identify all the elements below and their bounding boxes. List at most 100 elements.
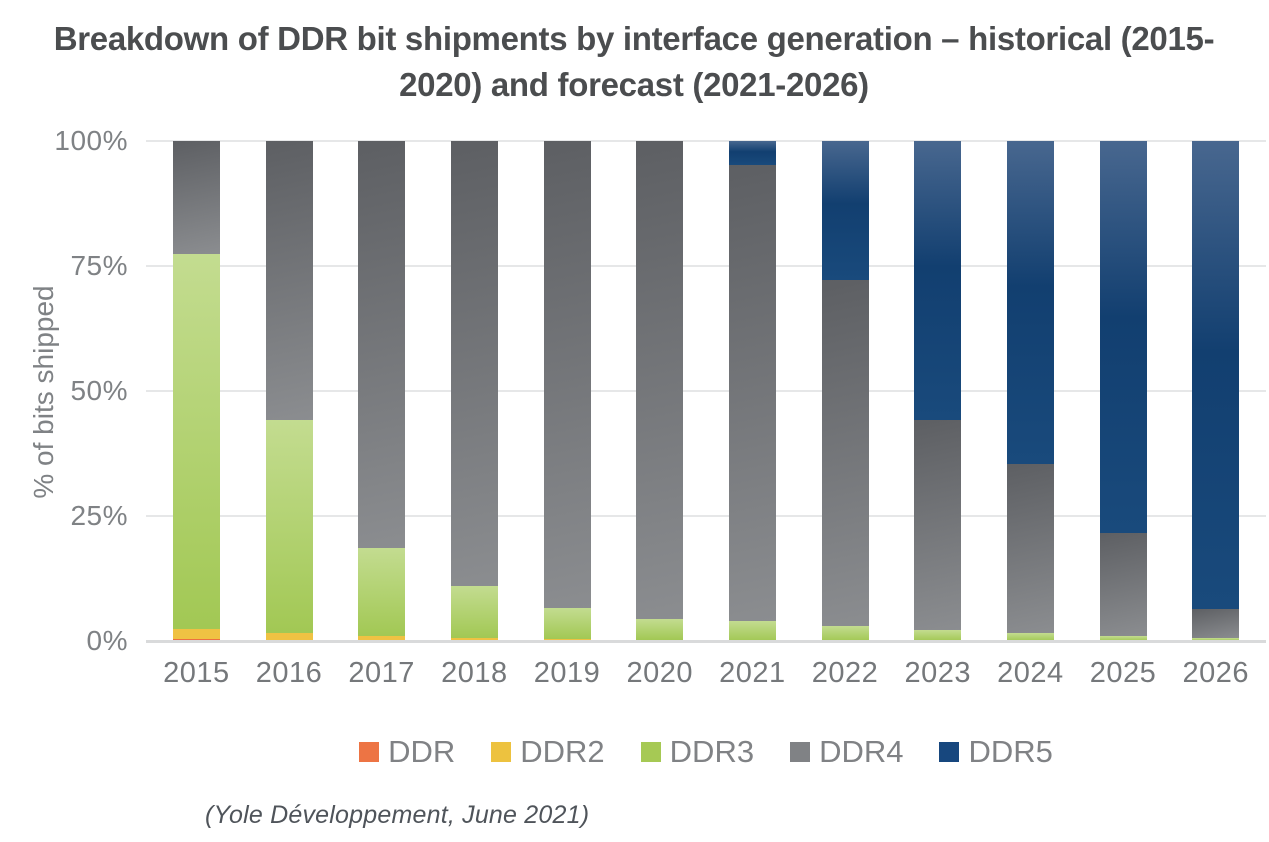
gridline [146, 515, 1266, 517]
stacked-bar-2024 [1006, 141, 1054, 641]
plot-area [146, 140, 1266, 643]
segment-ddr2-2015 [172, 628, 220, 639]
x-axis-line [146, 640, 1266, 643]
x-tick-label-2023: 2023 [904, 657, 971, 689]
segment-ddr3-2015 [172, 253, 220, 629]
segment-ddr4-2026 [1192, 608, 1240, 638]
x-tick-label-2026: 2026 [1182, 657, 1249, 689]
stacked-bar-2015 [172, 141, 220, 641]
x-tick-label-2016: 2016 [255, 657, 323, 689]
legend-label-ddr2: DDR2 [520, 734, 605, 769]
y-tick-label: 75% [70, 250, 128, 281]
x-axis-labels: 2015 2016 2017 2018 2019 2020 2021 2022 2023 2024… [150, 657, 1262, 690]
segment-ddr4-2016 [265, 141, 313, 420]
legend-label-ddr5: DDR5 [968, 734, 1053, 769]
segment-ddr4-2024 [1006, 464, 1054, 633]
legend-swatch-ddr5-icon [939, 742, 960, 762]
segment-ddr3-2024 [1006, 633, 1054, 641]
stacked-bar-2021 [728, 141, 776, 641]
gridline [146, 140, 1266, 142]
segment-ddr3-2021 [728, 621, 776, 641]
segment-ddr5-2024 [1006, 141, 1054, 464]
x-tick-label-2022: 2022 [811, 657, 879, 689]
stacked-bar-2026 [1192, 141, 1240, 641]
x-tick-label-2017: 2017 [348, 657, 415, 689]
segment-ddr4-2023 [914, 419, 962, 630]
legend-label-ddr4: DDR4 [819, 734, 904, 769]
x-tick-label-2018: 2018 [441, 657, 508, 689]
legend-label-ddr3: DDR3 [669, 734, 755, 769]
segment-ddr3-2022 [821, 626, 869, 641]
bar-slot-2021 [706, 141, 799, 641]
segment-ddr3-2018 [450, 586, 498, 638]
x-tick-label-2020: 2020 [626, 657, 693, 689]
segment-ddr3-2019 [543, 607, 591, 639]
stacked-bar-2023 [914, 141, 962, 641]
segment-ddr3-2016 [265, 419, 313, 633]
gridline [146, 390, 1266, 392]
stacked-bar-2018 [450, 141, 498, 641]
legend-item-ddr2: DDR2 [491, 734, 605, 770]
y-tick-label: 25% [70, 500, 128, 531]
segment-ddr4-2015 [172, 141, 220, 254]
segment-ddr4-2017 [358, 141, 406, 548]
segment-ddr4-2019 [543, 141, 591, 608]
bar-slot-2016 [243, 141, 336, 641]
y-tick-label: 0% [86, 625, 128, 656]
legend-item-ddr3: DDR3 [640, 734, 755, 770]
segment-ddr4-2022 [821, 280, 869, 626]
legend: DDR DDR2 DDR3 DDR4 DDR5 [150, 734, 1262, 770]
legend-swatch-ddr-icon [359, 742, 380, 762]
stacked-bar-2020 [636, 141, 684, 641]
segment-ddr3-2020 [636, 618, 684, 640]
legend-item-ddr: DDR [359, 734, 455, 770]
stacked-bar-2022 [821, 141, 869, 641]
bar-slot-2020 [613, 141, 706, 641]
bar-slot-2019 [521, 141, 614, 641]
legend-label-ddr: DDR [388, 734, 456, 769]
segment-ddr3-2026 [1192, 638, 1240, 641]
chart-title: Breakdown of DDR bit shipments by interf… [53, 20, 1215, 103]
segment-ddr3-2025 [1099, 635, 1147, 641]
segment-ddr3-2017 [358, 547, 406, 636]
segment-ddr5-2025 [1099, 141, 1147, 533]
segment-ddr4-2020 [636, 141, 684, 619]
bar-slot-2017 [335, 141, 428, 641]
x-tick-label-2019: 2019 [533, 657, 601, 689]
legend-swatch-ddr2-icon [491, 742, 512, 762]
segment-ddr-2015 [172, 638, 220, 641]
legend-swatch-ddr4-icon [790, 742, 811, 762]
segment-ddr5-2023 [914, 141, 962, 420]
segment-ddr5-2021 [728, 141, 776, 165]
x-tick-label-2015: 2015 [163, 657, 230, 689]
bar-slot-2022 [799, 141, 892, 641]
bar-slot-2024 [984, 141, 1077, 641]
stacked-bar-2016 [265, 141, 313, 641]
segment-ddr5-2022 [821, 141, 869, 280]
stacked-bar-2025 [1099, 141, 1147, 641]
segment-ddr4-2018 [450, 141, 498, 586]
stacked-bar-2019 [543, 141, 591, 641]
stacked-bar-2017 [358, 141, 406, 641]
y-axis-tick-labels: 100% 75% 50% 25% 0% [0, 125, 130, 656]
segment-ddr4-2021 [728, 165, 776, 621]
x-tick-label-2025: 2025 [1089, 657, 1157, 689]
source-citation: (Yole Développement, June 2021) [205, 801, 590, 829]
segment-ddr5-2026 [1192, 141, 1240, 609]
bar-slot-2026 [1169, 141, 1262, 641]
x-tick-label-2021: 2021 [719, 657, 786, 689]
bar-slot-2018 [428, 141, 521, 641]
legend-item-ddr5: DDR5 [939, 734, 1053, 770]
segment-ddr3-2023 [914, 630, 962, 641]
y-tick-label: 100% [54, 125, 128, 156]
segment-ddr2-2016 [265, 632, 313, 640]
legend-swatch-ddr3-icon [640, 742, 661, 762]
legend-item-ddr4: DDR4 [790, 734, 903, 770]
gridline [146, 265, 1266, 267]
bars-container [150, 141, 1262, 641]
bar-slot-2025 [1077, 141, 1170, 641]
segment-ddr2-2017 [358, 635, 406, 640]
x-tick-label-2024: 2024 [997, 657, 1064, 689]
y-tick-label: 50% [70, 375, 128, 406]
